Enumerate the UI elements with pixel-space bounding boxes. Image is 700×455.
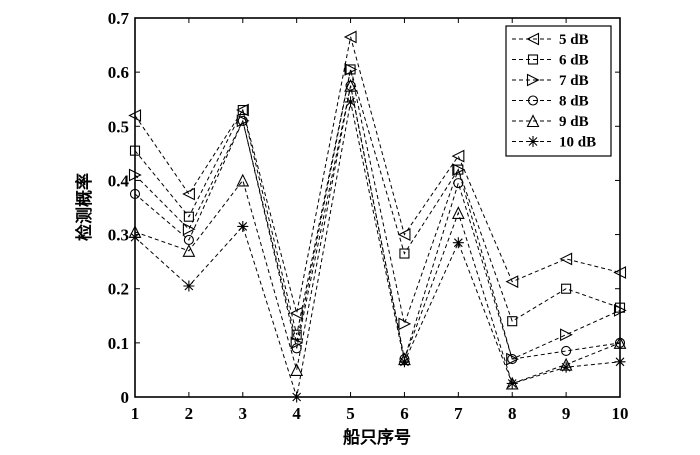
legend-marker <box>527 95 539 106</box>
data-point <box>344 63 358 76</box>
plot-area-frame <box>134 17 621 398</box>
data-point <box>399 248 410 259</box>
x-tick-label: 8 <box>508 404 517 423</box>
data-point <box>451 149 465 163</box>
legend-item: 8 dB <box>512 94 589 110</box>
legend-label: 10 dB <box>559 135 596 151</box>
series-line <box>134 101 621 398</box>
data-point <box>560 361 572 373</box>
data-point <box>291 329 302 340</box>
x-tick-label: 6 <box>400 404 409 423</box>
axis-layer: 1 2 3 4 5 6 7 8 9 10 0 0.1 0.2 0.3 0.4 0.5 0.6 0.7 <box>108 9 629 423</box>
legend-label: 7 dB <box>559 73 589 89</box>
legend-marker <box>526 114 540 128</box>
legend-item: 7 dB <box>512 73 589 89</box>
data-point <box>290 363 304 376</box>
data-point <box>506 377 518 389</box>
data-point <box>451 206 465 219</box>
data-point <box>452 237 464 249</box>
data-point <box>452 163 466 176</box>
legend: 5 dB 6 dB 7 dB 8 dB 9 dB 10 dB <box>505 25 612 157</box>
series-line <box>134 69 621 335</box>
data-point <box>183 211 194 222</box>
legend-item: 5 dB <box>512 32 589 48</box>
data-point <box>183 280 195 292</box>
series-3 <box>128 63 627 366</box>
data-point <box>507 316 518 327</box>
y-tick-label: 0.7 <box>108 9 130 28</box>
y-tick-label: 0.5 <box>108 117 129 136</box>
x-tick-label: 9 <box>562 404 571 423</box>
y-tick-label: 0.4 <box>108 171 130 190</box>
data-point <box>345 96 357 108</box>
data-point <box>561 345 572 357</box>
legend-label: 9 dB <box>559 114 589 130</box>
data-point <box>397 228 411 241</box>
data-point <box>237 104 248 116</box>
data-point <box>236 114 250 128</box>
legend-item: 6 dB <box>512 53 589 69</box>
data-point <box>237 220 249 232</box>
y-tick-label: 0.1 <box>108 334 129 353</box>
legend-label: 5 dB <box>559 32 589 48</box>
series-line <box>134 85 621 385</box>
series-layer <box>128 30 627 403</box>
legend-marker <box>527 136 539 147</box>
data-point <box>344 78 357 92</box>
legend-marker <box>527 54 539 65</box>
data-point <box>182 244 196 257</box>
x-tick-label: 5 <box>346 404 355 423</box>
y-tick-label: 0.2 <box>108 280 129 299</box>
x-axis-title: 船只序号 <box>343 427 411 447</box>
x-tick-label: 10 <box>612 404 629 423</box>
legend-label: 6 dB <box>559 53 589 69</box>
data-point <box>289 306 303 320</box>
legend-marker <box>526 32 540 46</box>
x-tick-label: 1 <box>131 404 140 423</box>
data-point <box>453 178 464 189</box>
legend-box <box>505 25 612 157</box>
x-tick-label: 4 <box>292 404 301 423</box>
y-tick-label: 0 <box>121 388 130 407</box>
data-point <box>343 30 357 44</box>
data-point <box>505 275 519 289</box>
y-tick-label: 0.6 <box>108 63 129 82</box>
x-tick-label: 7 <box>454 404 463 423</box>
data-point <box>560 328 573 342</box>
data-point <box>182 187 195 201</box>
data-point <box>398 317 412 331</box>
data-point <box>182 222 196 236</box>
data-point <box>237 115 248 126</box>
legend-item: 9 dB <box>512 114 589 130</box>
legend-label: 8 dB <box>559 94 589 110</box>
data-point <box>559 252 573 266</box>
data-point <box>290 336 304 350</box>
data-point <box>507 354 518 365</box>
legend-item: 10 dB <box>512 135 596 151</box>
series-line <box>134 69 621 360</box>
data-point <box>398 356 410 368</box>
data-point <box>506 352 519 366</box>
x-tick-label: 2 <box>185 404 194 423</box>
data-point <box>236 103 249 117</box>
data-point <box>236 173 250 187</box>
data-point <box>561 283 572 294</box>
x-tick-label: 3 <box>239 404 248 423</box>
y-axis-title: 检测概率 <box>74 173 94 241</box>
y-tick-label: 0.3 <box>108 226 129 245</box>
legend-marker <box>526 73 540 87</box>
